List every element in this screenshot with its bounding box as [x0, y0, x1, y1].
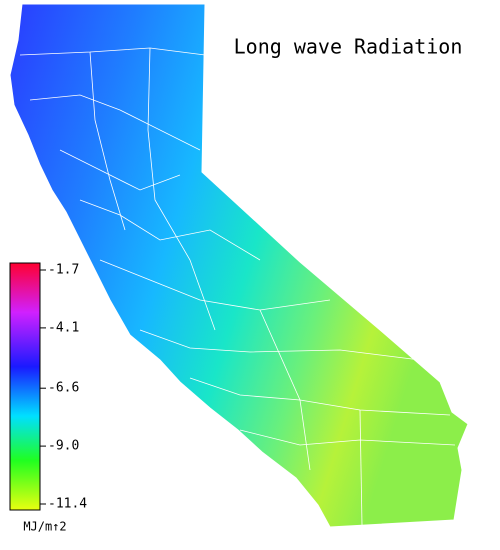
color-bar	[9, 262, 41, 511]
county-lines	[19, 47, 456, 526]
california-map	[9, 3, 469, 528]
state-shape	[9, 3, 469, 528]
tick-label: -9.0	[48, 439, 79, 454]
tick-label: -6.6	[48, 381, 79, 396]
tick-label: -4.1	[48, 320, 79, 335]
tick-label: -1.7	[48, 263, 79, 278]
legend-unit: MJ/m↑2	[23, 520, 66, 534]
tick-label: -11.4	[48, 497, 87, 512]
map-title: Long wave Radiation	[234, 35, 463, 59]
color-legend: MJ/m↑2 -1.7 -4.1 -6.6 -9.0 -11.4	[9, 262, 87, 534]
